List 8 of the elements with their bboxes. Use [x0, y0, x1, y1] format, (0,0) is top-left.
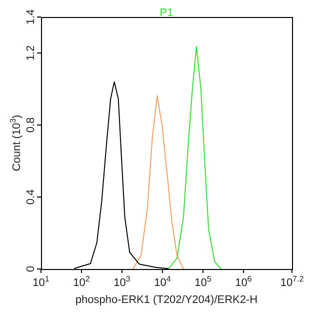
y-tick-label: 1.2	[25, 45, 38, 61]
y-tick-label: 0.8	[25, 117, 38, 133]
y-tick-label: 0	[25, 266, 38, 272]
y-tick-label: 1.4	[25, 9, 38, 25]
y-tick-label: 0.4	[25, 189, 38, 205]
x-axis-title: phospho-ERK1 (T202/Y204)/ERK2-H	[75, 294, 258, 306]
chart-title: P1	[160, 7, 174, 20]
y-axis-title: Count (103)	[8, 114, 24, 172]
